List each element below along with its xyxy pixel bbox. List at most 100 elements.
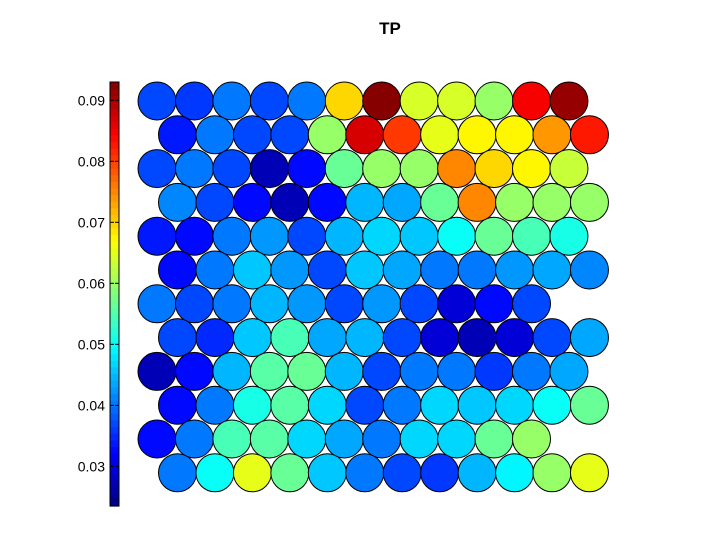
- colorbar-segment: [110, 472, 119, 481]
- som-cell: [437, 419, 477, 459]
- som-cell: [174, 81, 214, 121]
- colorbar-tick-label: 0.09: [78, 92, 105, 108]
- som-cell: [232, 453, 272, 493]
- som-cell: [495, 318, 535, 358]
- som-cell: [420, 318, 460, 358]
- som-cell: [362, 351, 402, 391]
- colorbar-segment: [110, 466, 119, 474]
- colorbar-segment: [110, 406, 119, 414]
- som-cell: [287, 419, 327, 459]
- colorbar-frame: [109, 81, 120, 507]
- som-cell: [457, 385, 497, 425]
- som-cell: [287, 284, 327, 324]
- som-cell: [232, 182, 272, 222]
- colorbar-segment: [110, 188, 119, 196]
- som-cell: [549, 351, 589, 391]
- colorbar-segment: [110, 433, 119, 441]
- colorbar-segment: [110, 373, 119, 381]
- colorbar-ticks: 0.03 0.04 0.05 0.06 0.07 0.08 0.09: [78, 92, 119, 474]
- som-cell: [324, 351, 364, 391]
- som-cell: [532, 318, 572, 358]
- som-cell: [437, 149, 477, 189]
- som-cell: [195, 453, 235, 493]
- som-cell: [345, 182, 385, 222]
- som-cell: [137, 284, 177, 324]
- colorbar-segment: [110, 300, 119, 308]
- som-cell: [457, 115, 497, 155]
- colorbar-segment: [110, 366, 119, 375]
- som-cell: [232, 115, 272, 155]
- colorbar-segment: [110, 135, 119, 143]
- som-cell: [174, 216, 214, 256]
- colorbar-segment: [110, 492, 119, 500]
- som-cell: [307, 385, 347, 425]
- som-cell: [195, 385, 235, 425]
- som-cell: [569, 250, 609, 290]
- som-cell: [307, 453, 347, 493]
- colorbar-segment: [110, 313, 119, 322]
- som-cell: [212, 284, 252, 324]
- som-cell: [137, 81, 177, 121]
- som-cell: [437, 216, 477, 256]
- som-cell: [420, 182, 460, 222]
- som-cell: [195, 115, 235, 155]
- colorbar-segment: [110, 121, 119, 129]
- som-cell: [512, 216, 551, 256]
- som-cell: [512, 419, 551, 459]
- colorbar-segment: [110, 347, 119, 355]
- colorbar-segment: [110, 108, 119, 116]
- som-cell: [495, 250, 535, 290]
- som-cell: [420, 385, 460, 425]
- colorbar-segment: [110, 148, 119, 156]
- som-cell: [420, 250, 460, 290]
- som-cell: [457, 250, 497, 290]
- colorbar-segment: [110, 360, 119, 368]
- som-cell: [324, 419, 364, 459]
- colorbar-segment: [110, 446, 119, 454]
- som-cell: [287, 149, 327, 189]
- som-cell: [495, 453, 535, 493]
- som-cell: [457, 318, 497, 358]
- som-cell: [512, 81, 551, 121]
- colorbar-tick-label: 0.06: [78, 275, 105, 291]
- colorbar-segment: [110, 154, 119, 163]
- som-cell: [212, 149, 252, 189]
- som-cell: [345, 318, 385, 358]
- som-cell: [307, 250, 347, 290]
- som-cell: [174, 284, 214, 324]
- som-cell: [382, 453, 422, 493]
- colorbar-segment: [110, 128, 119, 136]
- som-cell: [399, 419, 439, 459]
- som-cell: [362, 284, 402, 324]
- colorbar-segment: [110, 439, 119, 447]
- som-cell: [362, 419, 402, 459]
- colorbar-segment: [110, 274, 119, 282]
- som-cell: [232, 250, 272, 290]
- som-cell: [137, 216, 177, 256]
- som-cell: [158, 453, 197, 493]
- colorbar-segment: [110, 280, 119, 288]
- som-cell: [158, 385, 197, 425]
- som-cell: [270, 182, 310, 222]
- som-cell: [457, 182, 497, 222]
- colorbar-tick-label: 0.05: [78, 336, 105, 352]
- som-cell: [249, 351, 289, 391]
- som-cell: [270, 453, 310, 493]
- colorbar-segment: [110, 115, 119, 123]
- som-cell: [137, 419, 177, 459]
- som-cell: [474, 351, 514, 391]
- som-cell: [232, 318, 272, 358]
- colorbar-segment: [110, 241, 119, 249]
- colorbar-segment: [110, 400, 119, 408]
- som-cell: [287, 81, 327, 121]
- som-cell: [474, 284, 514, 324]
- som-cell: [474, 216, 514, 256]
- som-cell: [495, 182, 535, 222]
- som-cell: [399, 351, 439, 391]
- som-cell: [549, 149, 589, 189]
- som-cell: [307, 182, 347, 222]
- colorbar-segment: [110, 214, 119, 222]
- som-cell: [382, 385, 422, 425]
- som-cell: [399, 81, 439, 121]
